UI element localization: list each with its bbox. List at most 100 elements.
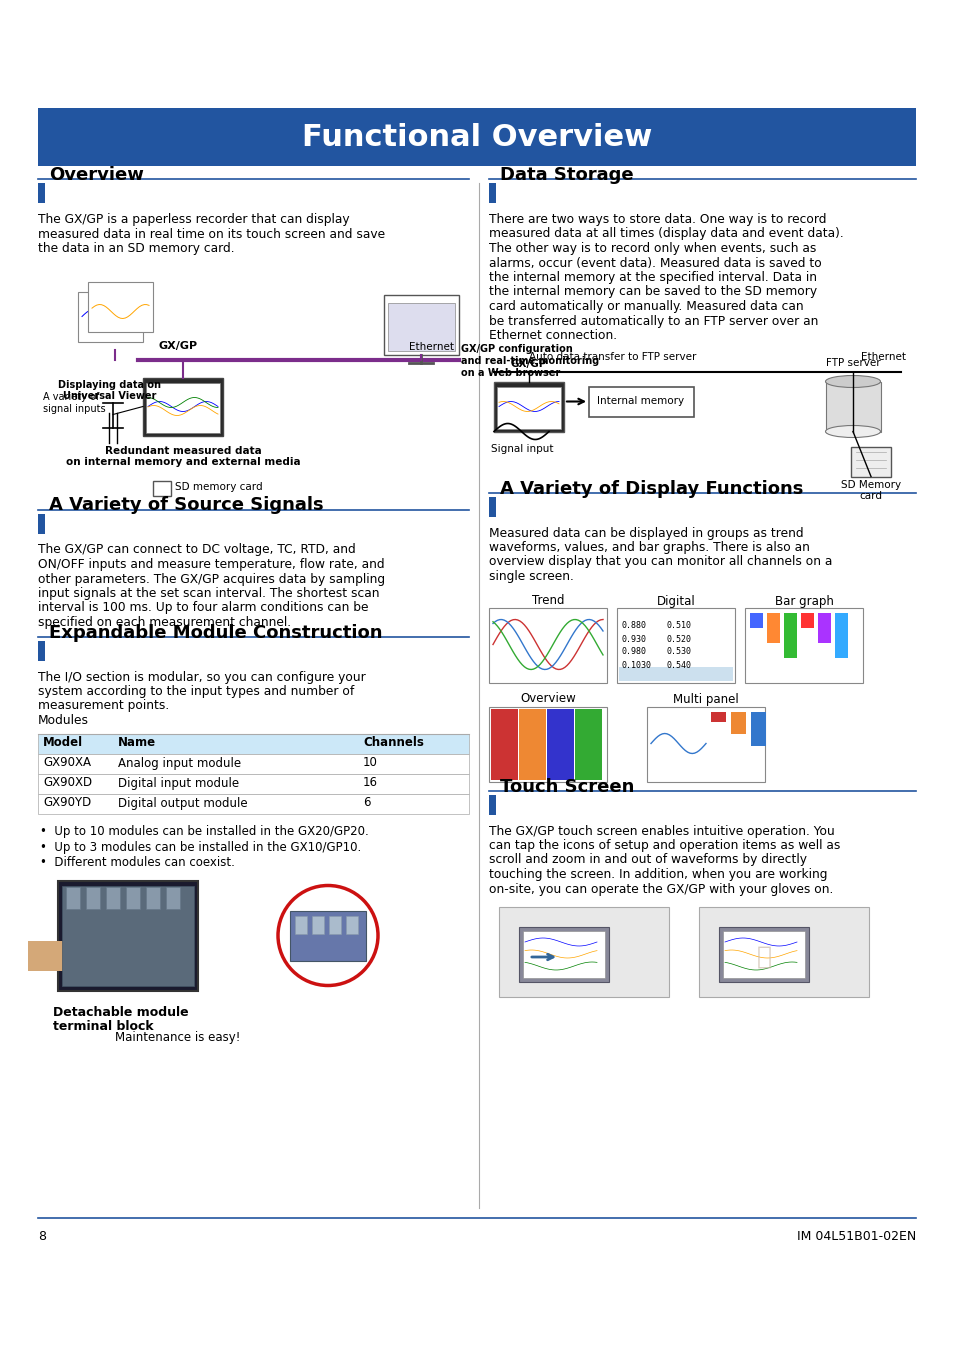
Text: Ethernet: Ethernet [409, 342, 454, 351]
Bar [290, 910, 366, 960]
Bar [384, 294, 458, 355]
Bar [38, 184, 45, 202]
Text: 0.530: 0.530 [666, 648, 691, 656]
Bar [575, 709, 601, 779]
Text: 6: 6 [363, 796, 370, 810]
Text: system according to the input types and number of: system according to the input types and … [38, 684, 354, 698]
Text: Internal memory: Internal memory [597, 397, 684, 406]
Text: on-site, you can operate the GX/GP with your gloves on.: on-site, you can operate the GX/GP with … [489, 883, 833, 895]
Bar [489, 184, 496, 202]
Text: 0.980: 0.980 [621, 648, 646, 656]
Bar [489, 608, 606, 683]
Bar [28, 941, 63, 971]
Text: •  Up to 10 modules can be installed in the GX20/GP20.: • Up to 10 modules can be installed in t… [40, 825, 369, 838]
Bar [749, 613, 762, 628]
Text: The GX/GP can connect to DC voltage, TC, RTD, and: The GX/GP can connect to DC voltage, TC,… [38, 544, 355, 556]
Text: ON/OFF inputs and measure temperature, flow rate, and: ON/OFF inputs and measure temperature, f… [38, 558, 384, 571]
Bar [722, 931, 804, 977]
Text: Functional Overview: Functional Overview [301, 123, 652, 151]
Text: Analog input module: Analog input module [118, 756, 241, 770]
Text: Displaying data on
Universal Viewer: Displaying data on Universal Viewer [58, 379, 161, 401]
Text: 0.520: 0.520 [666, 634, 691, 644]
Bar [710, 711, 725, 721]
Bar [86, 887, 100, 909]
Text: Overview: Overview [519, 693, 576, 706]
Text: Modules: Modules [38, 714, 89, 728]
Bar [152, 481, 171, 495]
Bar [66, 887, 80, 909]
Text: 0.510: 0.510 [666, 621, 691, 630]
Bar [766, 613, 780, 643]
Text: can tap the icons of setup and operation items as well as: can tap the icons of setup and operation… [489, 838, 840, 852]
Text: single screen.: single screen. [489, 570, 574, 583]
Text: the internal memory can be saved to the SD memory: the internal memory can be saved to the … [489, 285, 817, 298]
Bar [750, 711, 765, 745]
Bar [588, 386, 693, 417]
Bar [489, 497, 496, 517]
Bar [699, 907, 868, 998]
Bar [166, 887, 180, 909]
Bar [58, 880, 198, 991]
Text: A Variety of Source Signals: A Variety of Source Signals [49, 497, 323, 514]
Text: the data in an SD memory card.: the data in an SD memory card. [38, 242, 234, 255]
Bar [617, 608, 734, 683]
Bar [518, 709, 545, 779]
Bar [106, 887, 120, 909]
Text: 8: 8 [38, 1230, 46, 1242]
Bar [546, 709, 574, 779]
Bar [825, 382, 880, 432]
Text: specified on each measurement channel.: specified on each measurement channel. [38, 616, 291, 629]
Bar [38, 108, 915, 166]
Text: Name: Name [118, 737, 156, 749]
Text: overview display that you can monitor all channels on a: overview display that you can monitor al… [489, 555, 832, 568]
Bar [744, 608, 862, 683]
Text: IM 04L51B01-02EN: IM 04L51B01-02EN [796, 1230, 915, 1242]
Bar [62, 886, 193, 986]
Text: GX/GP: GX/GP [158, 342, 197, 351]
Bar [491, 709, 517, 779]
Text: scroll and zoom in and out of waveforms by directly: scroll and zoom in and out of waveforms … [489, 853, 806, 867]
Bar [38, 774, 469, 794]
Text: •  Different modules can coexist.: • Different modules can coexist. [40, 856, 234, 868]
Text: 0.540: 0.540 [666, 660, 691, 670]
Text: measured data at all times (display data and event data).: measured data at all times (display data… [489, 228, 842, 240]
Text: GX90YD: GX90YD [43, 796, 91, 810]
Bar [783, 613, 796, 657]
Bar [801, 613, 813, 628]
Bar [126, 887, 140, 909]
Text: Detachable module
terminal block: Detachable module terminal block [53, 1006, 189, 1034]
Text: Data Storage: Data Storage [499, 166, 633, 184]
Text: Multi panel: Multi panel [673, 693, 739, 706]
Text: waveforms, values, and bar graphs. There is also an: waveforms, values, and bar graphs. There… [489, 541, 809, 554]
Bar [38, 753, 469, 774]
Text: card automatically or manually. Measured data can: card automatically or manually. Measured… [489, 300, 802, 313]
Bar [489, 795, 496, 814]
Bar [146, 887, 160, 909]
Bar [730, 711, 745, 733]
Bar [522, 931, 604, 977]
Text: Digital: Digital [656, 594, 695, 608]
Text: The GX/GP touch screen enables intuitive operation. You: The GX/GP touch screen enables intuitive… [489, 825, 834, 837]
Text: 10: 10 [363, 756, 377, 770]
Text: measured data in real time on its touch screen and save: measured data in real time on its touch … [38, 228, 385, 240]
Bar [143, 378, 223, 436]
Bar [312, 915, 324, 933]
Bar [498, 907, 668, 998]
Text: 0.880: 0.880 [621, 621, 646, 630]
Ellipse shape [824, 425, 880, 437]
Text: SD memory card: SD memory card [174, 482, 262, 493]
Bar [618, 667, 732, 680]
Text: 16: 16 [363, 776, 377, 790]
Text: Touch Screen: Touch Screen [499, 778, 634, 795]
Text: the internal memory at the specified interval. Data in: the internal memory at the specified int… [489, 271, 816, 284]
Text: input signals at the set scan interval. The shortest scan: input signals at the set scan interval. … [38, 587, 379, 599]
Bar [294, 915, 307, 933]
Bar [518, 927, 608, 981]
Text: 0.930: 0.930 [621, 634, 646, 644]
Bar [646, 706, 764, 782]
Bar [146, 382, 220, 432]
Text: GX/GP: GX/GP [510, 359, 547, 369]
Text: ✋: ✋ [756, 945, 771, 969]
Text: FTP server: FTP server [825, 359, 880, 369]
Bar [489, 706, 606, 782]
